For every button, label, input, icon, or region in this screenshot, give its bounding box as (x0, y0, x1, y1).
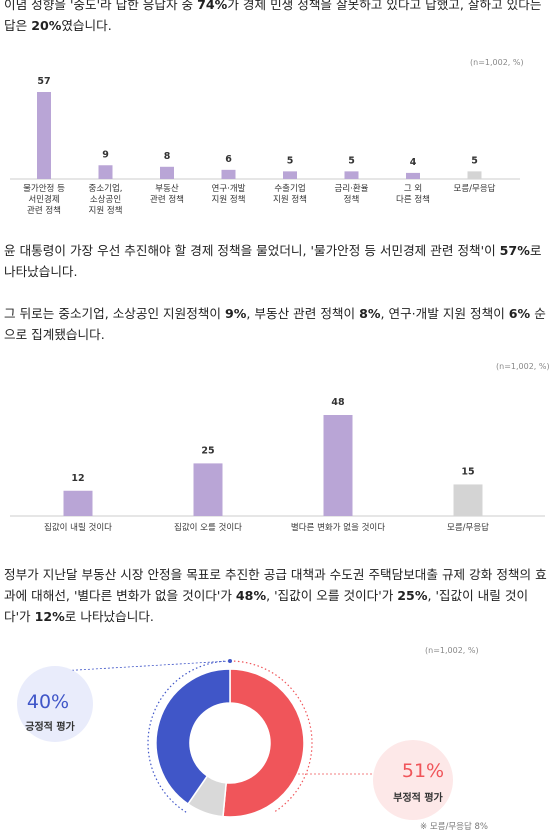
chart2-category-label: 별다른 변화가 없을 것이다 (291, 522, 385, 533)
positive-bubble (17, 666, 93, 742)
text-run: , 연구·개발 지원 정책이 (380, 306, 509, 321)
chart1-category-label: 모름/무응답 (454, 183, 496, 194)
highlight-value: 57% (499, 243, 530, 258)
chart1-category-label: 관련 정책 (27, 205, 61, 216)
highlight-value: 20% (31, 18, 62, 33)
text-run: 순으로 집계됐습니다. (4, 306, 546, 342)
chart1-bar (344, 171, 359, 179)
text-run: , '집값이 내릴 것이다'가 (4, 588, 529, 624)
chart2-bar (453, 484, 483, 516)
chart1-value-label: 5 (471, 155, 478, 166)
chart1-category-label: 중소기업, (89, 184, 123, 194)
text-run: 윤 대통령이 가장 우선 추진해야 할 경제 정책을 물었더니, '물가안정 등… (4, 243, 500, 258)
chart2-sample-note: (n=1,002, %) (496, 362, 550, 371)
positive-connector (59, 660, 231, 672)
chart1-value-label: 6 (225, 154, 232, 165)
positive-percent: 40% (27, 691, 69, 713)
chart1-bar (283, 171, 297, 179)
highlight-value: 74% (197, 0, 228, 12)
chart2-bar (63, 490, 93, 516)
donut-slice (155, 668, 231, 805)
chart1-category-label: 수출기업 (274, 183, 305, 194)
text-run: 그 뒤로는 중소기업, 소상공인 지원정책이 (4, 306, 225, 321)
chart1-category-label: 지원 정책 (212, 194, 246, 205)
chart1-category-label: 관련 정책 (150, 194, 184, 205)
chart1-category-label: 소상공인 (90, 194, 121, 205)
highlight-value: 25% (397, 588, 428, 603)
positive-label: 긍정적 평가 (25, 720, 75, 733)
chart1-bar (221, 169, 236, 179)
chart1-value-label: 8 (164, 151, 171, 162)
chart1-bar (37, 92, 51, 179)
chart1-category-label: 물가안정 등 (23, 183, 65, 194)
text-run: 로 나타났습니다. (64, 609, 154, 624)
chart1-category-label: 지원 정책 (89, 205, 123, 216)
negative-label: 부정적 평가 (393, 791, 443, 804)
chart2-category-label: 집값이 오를 것이다 (174, 522, 242, 533)
text-run: 정부가 지난달 부동산 시장 안정을 목표로 추진한 공급 대책과 수도권 주택… (4, 567, 547, 603)
chart1-value-label: 5 (287, 155, 294, 166)
chart-evaluation-donut: 40% 긍정적 평가 51% 부정적 평가 (17, 659, 453, 820)
chart1-category-label: 그 외 (404, 183, 422, 194)
chart1-value-label: 4 (410, 157, 417, 168)
chart2-value-label: 25 (201, 445, 214, 456)
text-run: , '집값이 오를 것이다'가 (266, 588, 398, 603)
paragraph-policy-ranking: 그 뒤로는 중소기업, 소상공인 지원정책이 9%, 부동산 관련 정책이 8%… (4, 303, 547, 345)
positive-connector-dot (228, 659, 232, 663)
text-run: 이념 성향을 '중도'라 답한 응답자 중 (4, 0, 198, 12)
chart1-bar (98, 165, 113, 179)
chart1-value-label: 5 (348, 155, 355, 166)
negative-dotted-ring (229, 660, 313, 813)
chart1-category-label: 다른 정책 (396, 194, 430, 205)
chart2-value-label: 15 (461, 466, 474, 477)
chart2-value-label: 12 (71, 473, 84, 484)
chart1-value-label: 57 (37, 76, 50, 87)
chart1-category-label: 서민경제 (28, 194, 59, 205)
chart-housing-outlook: 12 집값이 내릴 것이다 25 집값이 오를 것이다 48 별다른 변화가 없을 것이다… (10, 397, 545, 533)
highlight-value: 6% (508, 306, 531, 321)
chart2-value-label: 48 (331, 397, 345, 408)
chart3-sample-note: (n=1,002, %) (425, 646, 479, 655)
paragraph-centrist-evaluation: 이념 성향을 '중도'라 답한 응답자 중 74%가 경제 민생 정책을 잘못하… (4, 0, 547, 36)
paragraph-policy-priority: 윤 대통령이 가장 우선 추진해야 할 경제 정책을 물었더니, '물가안정 등… (4, 240, 547, 282)
chart1-value-label: 9 (102, 149, 109, 160)
paragraph-housing-outlook: 정부가 지난달 부동산 시장 안정을 목표로 추진한 공급 대책과 수도권 주택… (4, 564, 547, 627)
chart1-category-label: 정책 (344, 194, 360, 205)
chart1-category-label: 지원 정책 (273, 194, 307, 205)
text-run: , 부동산 관련 정책이 (246, 306, 360, 321)
text-run: 였습니다. (61, 18, 112, 33)
negative-percent: 51% (402, 760, 444, 782)
positive-dotted-ring (147, 660, 225, 813)
chart1-category-label: 연구·개발 (212, 183, 246, 194)
chart2-bar (193, 463, 223, 516)
chart1-bar (467, 171, 482, 179)
chart2-category-label: 집값이 내릴 것이다 (44, 522, 112, 533)
text-run: 가 경제 민생 정책을 잘못하고 있다고 답했고, 잘하고 있다는 답은 (4, 0, 542, 33)
text-run: 로 나타났습니다. (4, 243, 542, 279)
highlight-value: 9% (225, 306, 247, 321)
chart1-bar (160, 166, 174, 179)
highlight-value: 48% (235, 588, 267, 603)
negative-connector-dot (288, 772, 292, 776)
chart1-bar (406, 172, 420, 179)
highlight-value: 8% (359, 306, 381, 321)
chart2-category-label: 모름/무응답 (447, 522, 489, 533)
highlight-value: 12% (34, 609, 65, 624)
donut-slice (222, 668, 305, 818)
chart1-sample-note: (n=1,002, %) (470, 58, 524, 67)
chart2-bar (323, 415, 353, 516)
chart1-category-label: 부동산 (155, 183, 179, 194)
chart3-footnote: ※ 모름/무응답 8% (420, 822, 488, 832)
negative-bubble (373, 740, 453, 820)
chart1-category-label: 금리·환율 (335, 183, 369, 194)
